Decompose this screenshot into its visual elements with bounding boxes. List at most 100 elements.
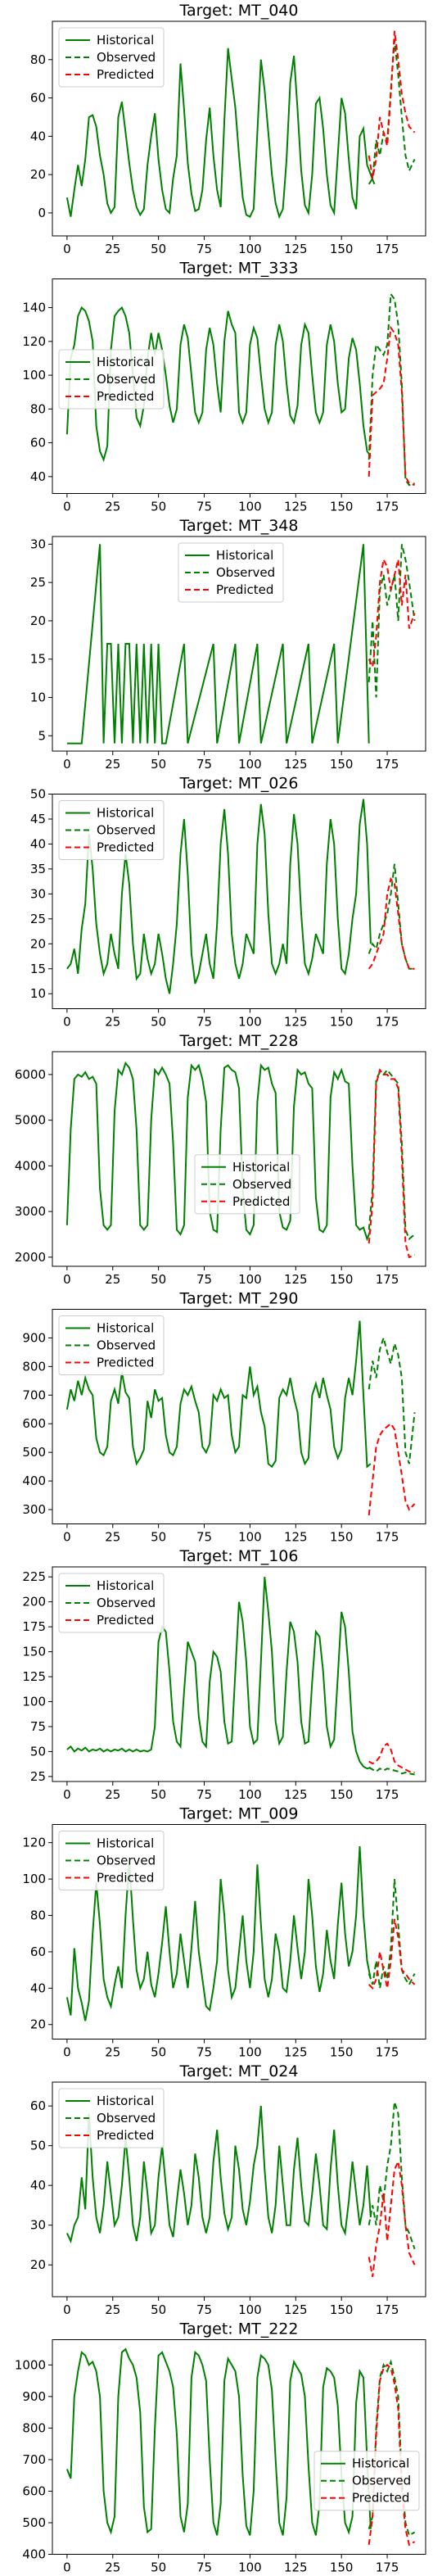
- y-tick-label: 225: [22, 1569, 46, 1584]
- y-tick-label: 700: [22, 2452, 46, 2467]
- x-tick-label: 125: [284, 2045, 308, 2060]
- y-tick-label: 80: [30, 52, 46, 67]
- y-tick-label: 900: [22, 1330, 46, 1345]
- y-tick-label: 400: [22, 2547, 46, 2562]
- legend: Historical Observed Predicted: [195, 1155, 300, 1214]
- x-tick-label: 75: [196, 1530, 212, 1545]
- legend: Historical Observed Predicted: [178, 543, 283, 602]
- y-tick-label: 400: [22, 1474, 46, 1488]
- legend-predicted-label: Predicted: [352, 2491, 409, 2506]
- legend: Historical Observed Predicted: [59, 1573, 164, 1632]
- y-tick-label: 45: [30, 812, 46, 826]
- x-tick-label: 0: [63, 2302, 71, 2317]
- chart-panel: Target: MT_290 0 25 50 75 100 125 150 175 300 400 5…: [22, 1290, 426, 1545]
- series-observed-line: [369, 294, 415, 485]
- y-tick-label: 175: [22, 1619, 46, 1634]
- x-tick-label: 150: [330, 2560, 354, 2575]
- legend-predicted-label: Predicted: [97, 1613, 154, 1628]
- legend-historical-label: Historical: [97, 33, 154, 48]
- y-tick-label: 40: [30, 2178, 46, 2193]
- x-tick-label: 150: [330, 242, 354, 256]
- legend: Historical Observed Predicted: [59, 1831, 164, 1890]
- legend-predicted-label: Predicted: [97, 1356, 154, 1370]
- y-tick-label: 25: [30, 912, 46, 926]
- y-tick-label: 30: [30, 536, 46, 551]
- y-tick-label: 6000: [15, 1067, 46, 1082]
- x-tick-label: 125: [284, 1530, 308, 1545]
- legend-historical-label: Historical: [232, 1160, 290, 1175]
- x-tick-label: 100: [238, 2045, 262, 2060]
- legend-historical-label: Historical: [216, 548, 273, 563]
- x-tick-label: 50: [151, 1787, 166, 1802]
- legend-observed-label: Observed: [97, 823, 156, 838]
- series-predicted-line: [369, 2162, 415, 2277]
- x-tick-label: 100: [238, 1272, 262, 1287]
- y-tick-label: 60: [30, 1944, 46, 1959]
- x-tick-label: 25: [105, 2560, 120, 2575]
- y-tick-label: 15: [30, 652, 46, 667]
- x-tick-label: 150: [330, 1530, 354, 1545]
- y-tick-label: 800: [22, 2420, 46, 2435]
- legend-historical-label: Historical: [97, 1836, 154, 1851]
- legend-predicted-label: Predicted: [97, 389, 154, 404]
- x-tick-label: 125: [284, 1787, 308, 1802]
- x-tick-label: 25: [105, 2045, 120, 2060]
- x-tick-label: 25: [105, 1015, 120, 1030]
- legend-historical-label: Historical: [97, 806, 154, 821]
- legend-historical-label: Historical: [352, 2456, 409, 2471]
- x-tick-label: 175: [376, 1787, 399, 1802]
- x-tick-label: 25: [105, 242, 120, 256]
- legend: Historical Observed Predicted: [59, 350, 164, 409]
- y-tick-label: 120: [22, 1836, 46, 1850]
- y-tick-label: 500: [22, 2515, 46, 2530]
- x-tick-label: 175: [376, 242, 399, 256]
- x-tick-label: 50: [151, 1530, 166, 1545]
- x-tick-label: 75: [196, 2560, 212, 2575]
- y-tick-label: 10: [30, 690, 46, 705]
- y-tick-label: 30: [30, 886, 46, 901]
- chart-title: Target: MT_348: [179, 517, 299, 535]
- legend-predicted-label: Predicted: [216, 582, 273, 597]
- y-tick-label: 0: [38, 206, 46, 220]
- x-tick-label: 75: [196, 757, 212, 772]
- x-tick-label: 125: [284, 242, 308, 256]
- x-tick-label: 150: [330, 1015, 354, 1030]
- x-tick-label: 150: [330, 1787, 354, 1802]
- legend-predicted-label: Predicted: [97, 840, 154, 855]
- x-tick-label: 50: [151, 2302, 166, 2317]
- x-tick-label: 175: [376, 500, 399, 514]
- legend: Historical Observed Predicted: [59, 2089, 164, 2148]
- y-tick-label: 700: [22, 1388, 46, 1402]
- y-tick-label: 15: [30, 962, 46, 976]
- series-predicted-line: [369, 1744, 415, 1772]
- y-tick-label: 40: [30, 836, 46, 851]
- x-tick-label: 150: [330, 1272, 354, 1287]
- chart-panel: Target: MT_2220 25 50 75 100 125 150 1754005006…: [15, 2320, 426, 2575]
- y-tick-label: 50: [30, 1744, 46, 1759]
- y-tick-label: 5000: [15, 1113, 46, 1128]
- x-tick-label: 25: [105, 1787, 120, 1802]
- chart-title: Target: MT_026: [179, 775, 299, 793]
- legend: Historical Observed Predicted: [59, 1316, 164, 1375]
- legend: Historical Observed Predicted: [59, 28, 164, 87]
- y-tick-label: 140: [22, 301, 46, 315]
- y-tick-label: 100: [22, 1872, 46, 1886]
- x-tick-label: 100: [238, 500, 262, 514]
- y-tick-label: 20: [30, 2017, 46, 2032]
- y-tick-label: 500: [22, 1445, 46, 1460]
- chart-title: Target: MT_106: [179, 1547, 299, 1565]
- legend-observed-label: Observed: [352, 2474, 411, 2488]
- legend-observed-label: Observed: [97, 2111, 156, 2126]
- x-tick-label: 100: [238, 2302, 262, 2317]
- legend-predicted-label: Predicted: [232, 1194, 290, 1209]
- x-tick-label: 175: [376, 757, 399, 772]
- chart-title: Target: MT_040: [179, 2, 299, 20]
- legend-predicted-label: Predicted: [97, 67, 154, 82]
- legend-observed-label: Observed: [232, 1177, 291, 1192]
- x-tick-label: 0: [63, 2560, 71, 2575]
- legend-observed-label: Observed: [97, 1596, 156, 1610]
- x-tick-label: 75: [196, 2045, 212, 2060]
- x-tick-label: 0: [63, 1530, 71, 1545]
- y-tick-label: 600: [22, 2483, 46, 2498]
- y-tick-label: 300: [22, 1502, 46, 1517]
